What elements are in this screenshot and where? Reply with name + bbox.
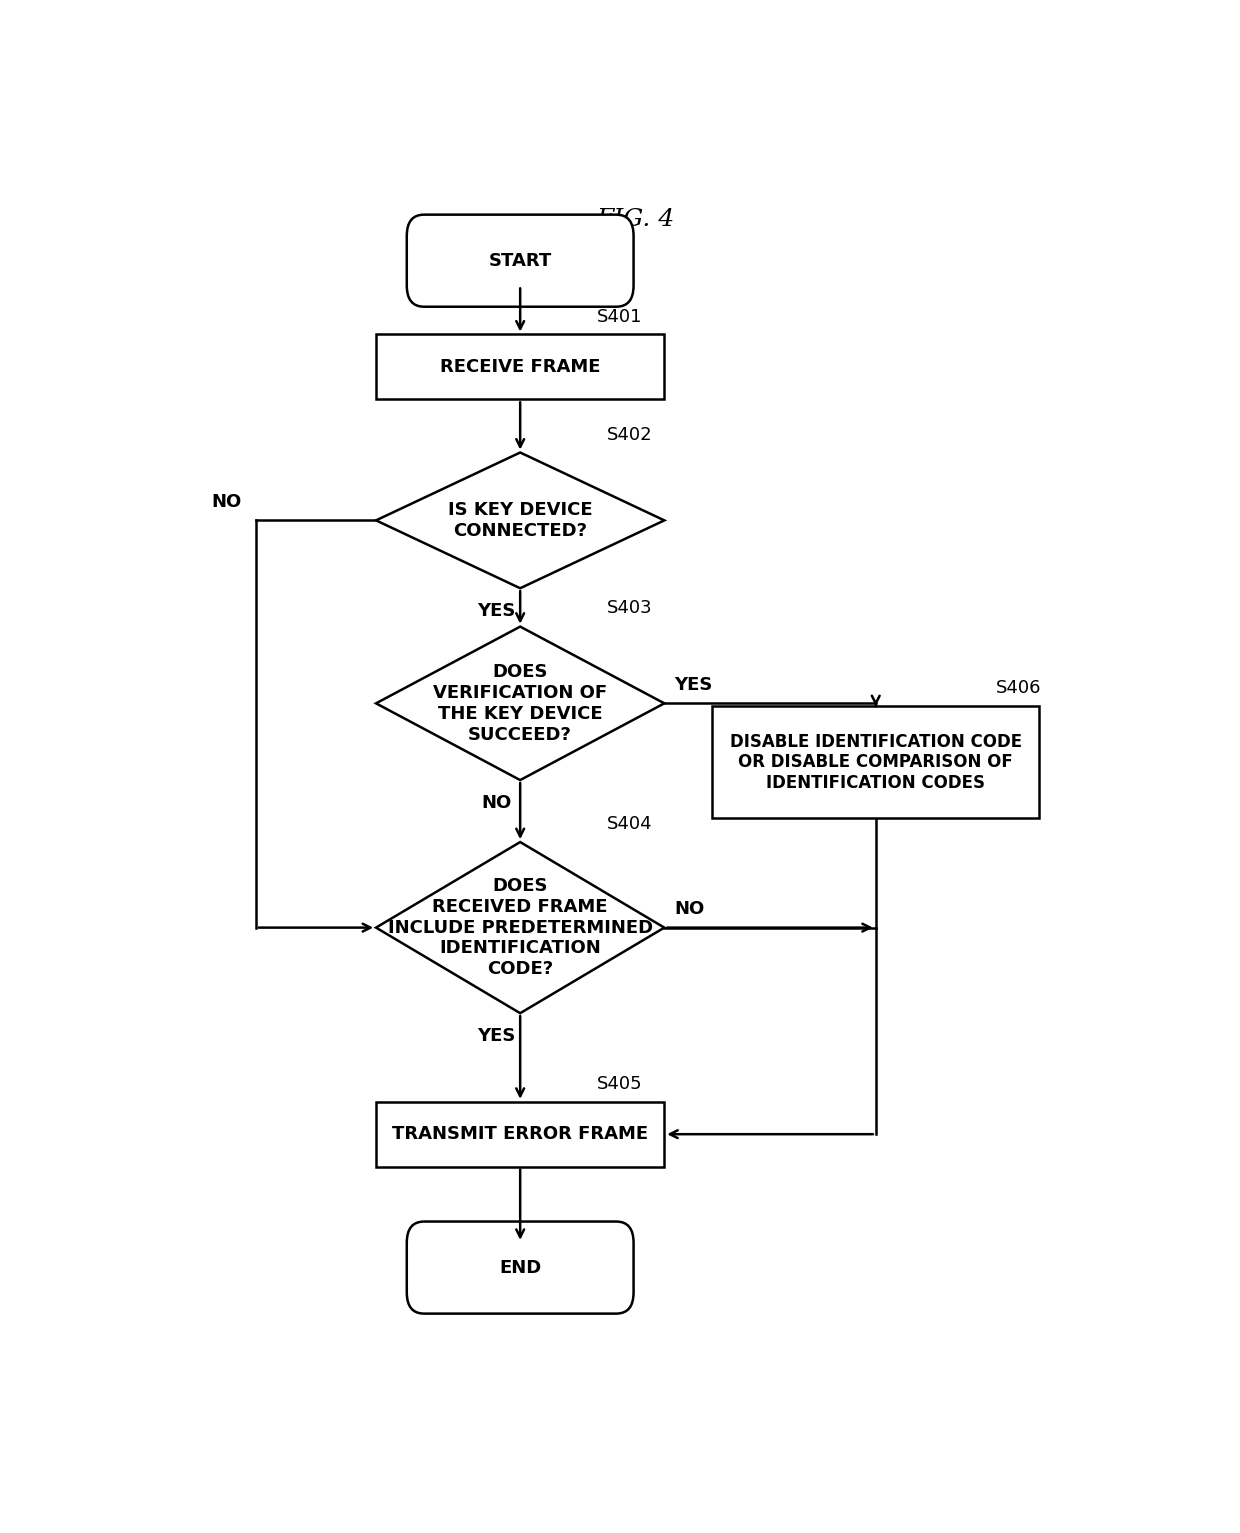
Text: DOES
VERIFICATION OF
THE KEY DEVICE
SUCCEED?: DOES VERIFICATION OF THE KEY DEVICE SUCC… — [433, 664, 608, 744]
Text: S401: S401 — [596, 308, 642, 325]
Text: YES: YES — [675, 676, 712, 694]
Polygon shape — [376, 627, 665, 780]
Bar — [376, 334, 665, 400]
Text: YES: YES — [477, 602, 516, 621]
Text: START: START — [489, 251, 552, 270]
Polygon shape — [376, 452, 665, 589]
Text: END: END — [498, 1259, 542, 1277]
Text: NO: NO — [675, 900, 704, 918]
Text: DOES
RECEIVED FRAME
INCLUDE PREDETERMINED
IDENTIFICATION
CODE?: DOES RECEIVED FRAME INCLUDE PREDETERMINE… — [388, 877, 652, 978]
Text: NO: NO — [481, 794, 511, 812]
Text: DISABLE IDENTIFICATION CODE
OR DISABLE COMPARISON OF
IDENTIFICATION CODES: DISABLE IDENTIFICATION CODE OR DISABLE C… — [729, 733, 1022, 793]
Bar — [712, 707, 1039, 819]
Text: TRANSMIT ERROR FRAME: TRANSMIT ERROR FRAME — [392, 1125, 649, 1144]
Text: FIG. 4: FIG. 4 — [596, 208, 675, 231]
Text: NO: NO — [211, 494, 242, 510]
Text: S406: S406 — [996, 679, 1042, 698]
Text: S402: S402 — [606, 426, 652, 443]
Text: IS KEY DEVICE
CONNECTED?: IS KEY DEVICE CONNECTED? — [448, 501, 593, 540]
Text: S404: S404 — [606, 816, 652, 834]
Text: S403: S403 — [606, 599, 652, 618]
Text: S405: S405 — [596, 1075, 642, 1093]
Bar — [376, 1102, 665, 1167]
Text: YES: YES — [477, 1027, 516, 1046]
FancyBboxPatch shape — [407, 215, 634, 307]
FancyBboxPatch shape — [407, 1222, 634, 1314]
Polygon shape — [376, 842, 665, 1013]
Text: RECEIVE FRAME: RECEIVE FRAME — [440, 357, 600, 376]
